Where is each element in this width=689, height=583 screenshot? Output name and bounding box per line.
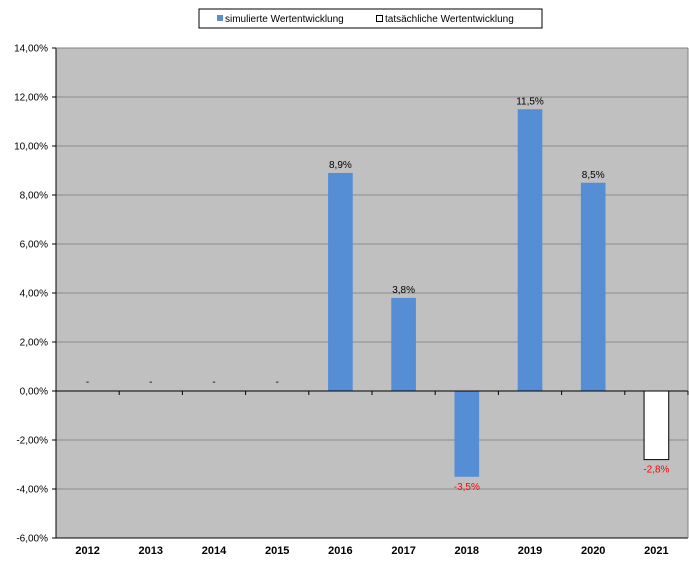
y-tick-label: 2,00% bbox=[20, 338, 48, 349]
data-label-2021: -2,8% bbox=[643, 465, 669, 476]
bar-2020 bbox=[580, 182, 606, 391]
bar-2016 bbox=[328, 172, 353, 391]
legend-label-simulated: simulierte Wertentwicklung bbox=[225, 14, 344, 25]
data-labels: - - - - 8,9% 3,8% -3,5% 11,5% 8,5% -2,8% bbox=[86, 96, 670, 493]
data-label-2014: - bbox=[212, 377, 215, 388]
y-tick-label: 4,00% bbox=[20, 289, 48, 300]
data-label-2012: - bbox=[86, 377, 89, 388]
legend-box bbox=[198, 8, 543, 29]
x-tick-label-2019: 2019 bbox=[518, 545, 542, 557]
y-tick-label: 8,00% bbox=[20, 191, 48, 202]
data-label-2015: - bbox=[276, 377, 279, 388]
axes bbox=[52, 47, 689, 539]
x-tick-label-2017: 2017 bbox=[391, 545, 415, 557]
x-tick-labels: 2012 2013 2014 2015 2016 2017 2018 2019 2020 2021 bbox=[75, 545, 668, 557]
legend-label-actual: tatsächliche Wertentwicklung bbox=[385, 14, 514, 25]
x-tick-label-2020: 2020 bbox=[581, 545, 605, 557]
x-tick-label-2021: 2021 bbox=[644, 545, 668, 557]
x-tick-label-2012: 2012 bbox=[75, 545, 99, 557]
y-tick-labels: -6,00% -4,00% -2,00% 0,00% 2,00% 4,00% 6,00% 8,… bbox=[14, 44, 48, 545]
y-tick-label: 10,00% bbox=[14, 142, 48, 153]
x-tick-label-2016: 2016 bbox=[328, 545, 352, 557]
bar-2017 bbox=[391, 297, 416, 391]
data-label-2017: 3,8% bbox=[392, 285, 415, 296]
y-tick-label: -6,00% bbox=[16, 534, 48, 545]
bar-2021 bbox=[643, 390, 670, 461]
x-tick-label-2018: 2018 bbox=[455, 545, 479, 557]
y-tick-label: -2,00% bbox=[16, 436, 48, 447]
legend: simulierte Wertentwicklung tatsächliche … bbox=[198, 8, 543, 29]
x-tick-label-2013: 2013 bbox=[139, 545, 163, 557]
y-tick-label: 12,00% bbox=[14, 93, 48, 104]
x-tick-label-2015: 2015 bbox=[265, 545, 289, 557]
x-tick-label-2014: 2014 bbox=[202, 545, 227, 557]
bar-2019 bbox=[517, 109, 543, 391]
data-label-2019: 11,5% bbox=[516, 96, 544, 107]
y-tick-label: 0,00% bbox=[20, 387, 48, 398]
y-tick-label: 14,00% bbox=[14, 44, 48, 55]
data-label-2020: 8,5% bbox=[582, 170, 605, 181]
data-label-2018: -3,5% bbox=[454, 482, 480, 493]
data-label-2016: 8,9% bbox=[329, 160, 352, 171]
legend-swatch-simulated bbox=[217, 15, 223, 21]
legend-swatch-actual bbox=[376, 15, 383, 22]
data-label-2013: - bbox=[149, 377, 152, 388]
bar-2018 bbox=[454, 391, 480, 477]
bars bbox=[328, 109, 670, 477]
y-tick-label: 6,00% bbox=[20, 240, 48, 251]
y-tick-label: -4,00% bbox=[16, 485, 48, 496]
